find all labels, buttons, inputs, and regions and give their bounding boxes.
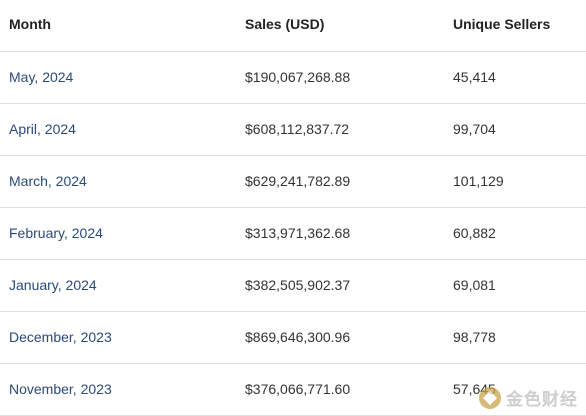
table-row: March, 2024 $629,241,782.89 101,129 bbox=[0, 156, 586, 208]
cell-sales: $382,505,902.37 bbox=[245, 277, 351, 293]
cell-month[interactable]: March, 2024 bbox=[9, 173, 87, 189]
header-unique-sellers: Unique Sellers bbox=[453, 16, 551, 32]
cell-month[interactable]: November, 2023 bbox=[9, 381, 112, 397]
cell-unique-sellers: 101,129 bbox=[453, 173, 504, 189]
cell-sales: $629,241,782.89 bbox=[245, 173, 351, 189]
cell-month[interactable]: April, 2024 bbox=[9, 121, 76, 137]
cell-month[interactable]: May, 2024 bbox=[9, 69, 74, 85]
header-sales: Sales (USD) bbox=[245, 16, 325, 32]
header-month: Month bbox=[9, 16, 51, 32]
cell-unique-sellers: 98,778 bbox=[453, 329, 496, 345]
cell-sales: $608,112,837.72 bbox=[245, 121, 350, 137]
table-row: April, 2024 $608,112,837.72 99,704 bbox=[0, 104, 586, 156]
table-header-row: Month Sales (USD) Unique Sellers bbox=[0, 0, 586, 52]
cell-sales: $869,646,300.96 bbox=[245, 329, 351, 345]
cell-unique-sellers: 45,414 bbox=[453, 69, 496, 85]
watermark-text: 金色财经 bbox=[506, 390, 578, 409]
cell-sales: $313,971,362.68 bbox=[245, 225, 351, 241]
cell-unique-sellers: 99,704 bbox=[453, 121, 496, 137]
table-row: December, 2023 $869,646,300.96 98,778 bbox=[0, 312, 586, 364]
cell-sales: $190,067,268.88 bbox=[245, 69, 351, 85]
cell-month[interactable]: January, 2024 bbox=[9, 277, 97, 293]
cell-unique-sellers: 60,882 bbox=[453, 225, 496, 241]
cell-month[interactable]: December, 2023 bbox=[9, 329, 112, 345]
table-row: January, 2024 $382,505,902.37 69,081 bbox=[0, 260, 586, 312]
watermark: 金色财经 bbox=[479, 385, 578, 410]
cell-sales: $376,066,771.60 bbox=[245, 381, 351, 397]
jinse-logo-icon bbox=[479, 386, 501, 409]
table-row: May, 2024 $190,067,268.88 45,414 bbox=[0, 52, 586, 104]
table-row: February, 2024 $313,971,362.68 60,882 bbox=[0, 208, 586, 260]
cell-unique-sellers: 69,081 bbox=[453, 277, 496, 293]
cell-month[interactable]: February, 2024 bbox=[9, 225, 103, 241]
